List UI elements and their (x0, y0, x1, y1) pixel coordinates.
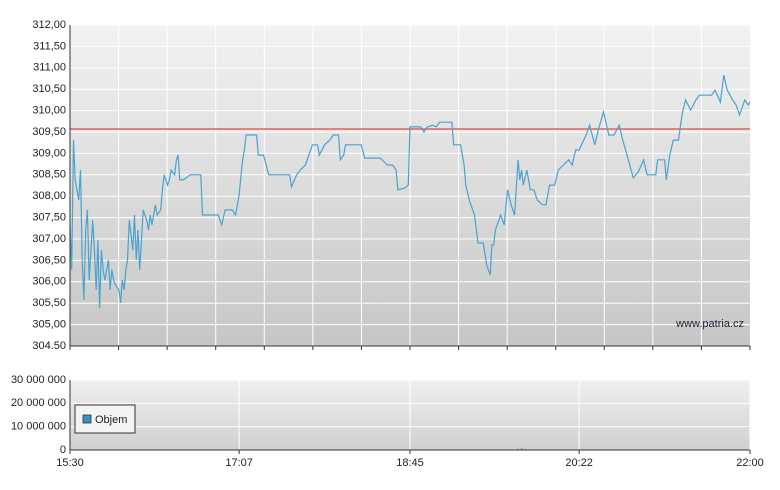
y-tick-label: 10 000 000 (11, 421, 66, 433)
y-tick-label: 0 (60, 444, 66, 456)
y-tick-label: 306,00 (32, 276, 66, 288)
price-line (69, 74, 751, 308)
y-tick-label: 310,50 (32, 83, 66, 95)
y-tick-label: 311,50 (33, 40, 66, 52)
y-tick-label: 305,50 (32, 297, 66, 309)
y-tick-label: 306,50 (32, 254, 66, 266)
legend-label: Objem (95, 414, 127, 426)
x-tick-label: 20:22 (565, 457, 593, 469)
y-tick-label: 308,00 (32, 190, 66, 202)
watermark: www.patria.cz (675, 318, 744, 330)
y-tick-label: 30 000 000 (11, 374, 66, 386)
volume-bar (520, 448, 523, 450)
y-tick-label: 307,00 (32, 233, 66, 245)
y-tick-label: 309,50 (32, 126, 66, 138)
y-tick-label: 305,00 (32, 319, 66, 331)
y-tick-label: 307,50 (32, 212, 66, 224)
volume-bar (517, 448, 519, 450)
x-tick-label: 17:07 (225, 457, 253, 469)
y-tick-label: 308,50 (32, 169, 66, 181)
y-tick-label: 309,00 (32, 147, 66, 159)
x-tick-label: 22:00 (736, 457, 764, 469)
legend-swatch (82, 414, 92, 424)
y-tick-label: 310,00 (32, 105, 66, 117)
y-tick-label: 20 000 000 (11, 397, 66, 409)
x-tick-label: 18:45 (396, 457, 424, 469)
y-tick-label: 311,00 (33, 62, 66, 74)
y-tick-label: 304.50 (32, 340, 66, 352)
x-tick-label: 15:30 (56, 457, 84, 469)
y-tick-label: 312,00 (32, 19, 66, 31)
